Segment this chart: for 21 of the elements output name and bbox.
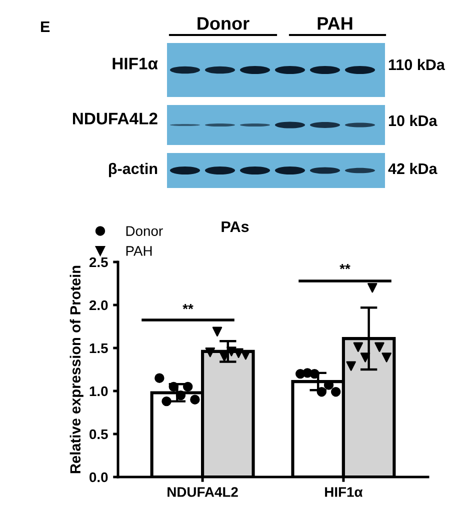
text: HIF1α [112,58,158,70]
text: 10 kDa [388,114,438,126]
text: β-actin [108,162,158,178]
y-tick-label: 2.0 [89,300,108,310]
y-tick-label: 1.5 [90,343,108,354]
y-axis-title: Relative expression of Protein [70,266,84,474]
y-tick-label: 1.0 [90,386,108,396]
text: Donor [198,17,250,30]
text: PAH [318,17,352,30]
chart-title: PAs [222,221,249,232]
y-tick-label: 0.0 [90,472,108,482]
text: 110 kDa [388,58,446,70]
text: NDUFA4L2 [72,112,158,124]
legend-label: PAH [126,246,152,256]
y-tick-label: 0.5 [90,429,108,440]
legend-label: Donor [126,226,163,236]
text: E [41,21,50,32]
annotation: ** [182,304,194,310]
y-tick-label: 2.5 [89,257,108,268]
annotation: ** [340,264,350,270]
text: 42 kDa [388,162,438,174]
